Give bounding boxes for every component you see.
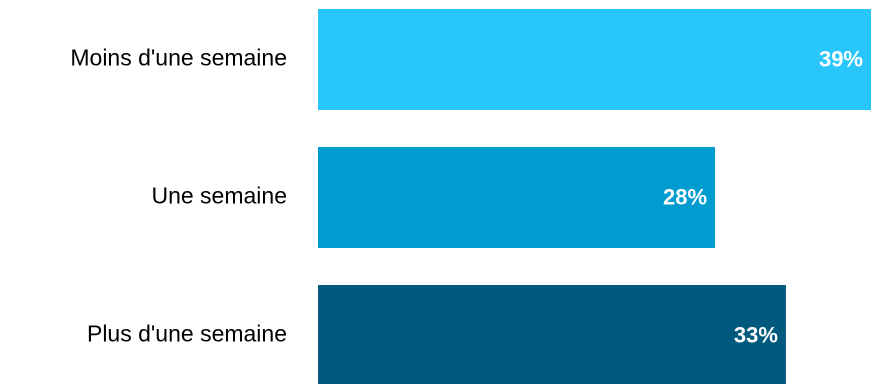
category-label-3: Plus d'une semaine	[87, 321, 287, 347]
category-label-1: Moins d'une semaine	[70, 45, 287, 71]
value-label-3: 33%	[734, 322, 778, 347]
value-label-2: 28%	[663, 184, 707, 209]
category-label-2: Une semaine	[151, 183, 287, 209]
bar-2	[318, 147, 715, 248]
bar-3	[318, 285, 786, 384]
bar-1	[318, 9, 871, 110]
value-label-1: 39%	[819, 46, 863, 71]
